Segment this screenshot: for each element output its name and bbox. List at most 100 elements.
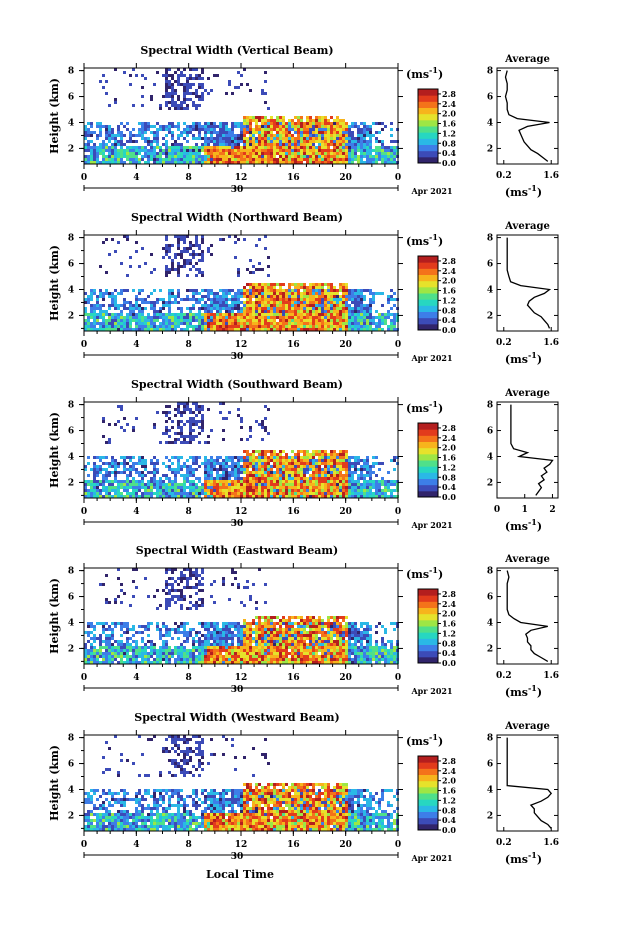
average-y-tick-label: 8: [487, 67, 493, 77]
colorbar-segment: [418, 268, 438, 275]
colorbar-segment: [418, 262, 438, 269]
heatmap-cells: [84, 568, 399, 664]
y-tick-label: 4: [68, 618, 74, 628]
x-tick-label: 4: [133, 340, 139, 350]
colorbar-tick-label: 2.0: [442, 443, 456, 453]
colorbar-tick-label: 0.4: [442, 148, 456, 158]
day-label: 30: [231, 519, 244, 529]
x-tick-label: 8: [186, 507, 192, 517]
y-tick-label: 6: [68, 760, 74, 770]
colorbar-tick-label: 1.2: [442, 462, 456, 472]
average-y-tick-label: 8: [487, 734, 493, 744]
colorbar-tick-label: 2.0: [442, 109, 456, 119]
colorbar-segment: [418, 823, 438, 831]
average-y-tick-label: 4: [487, 785, 493, 795]
colorbar-segment: [418, 619, 438, 627]
colorbar-segment: [418, 589, 438, 596]
colorbar-tick-label: 1.2: [442, 628, 456, 638]
colorbar-segment: [418, 780, 438, 788]
average-x-tick-label: 1.6: [543, 838, 559, 848]
x-tick-label: 4: [133, 507, 139, 517]
average-y-tick-label: 2: [487, 644, 493, 654]
average-x-tick-label: 1.6: [543, 338, 559, 348]
y-axis-label: Height (km): [48, 245, 61, 321]
average-unit: (ms-1): [505, 183, 542, 199]
colorbar-tick-label: 2.0: [442, 776, 456, 786]
y-tick-label: 6: [68, 93, 74, 103]
colorbar-unit: (ms-1): [406, 565, 443, 581]
average-frame: [496, 567, 559, 665]
x-tick-label: 4: [133, 840, 139, 850]
x-tick-label: 0: [395, 340, 401, 350]
colorbar-tick-label: 2.8: [442, 256, 456, 266]
average-profile-line: [510, 404, 554, 496]
x-tick-label: 20: [339, 673, 352, 683]
colorbar-tick-label: 2.0: [442, 609, 456, 619]
x-tick-label: 4: [133, 173, 139, 183]
x-tick-label: 0: [395, 173, 401, 183]
colorbar-tick-label: 2.8: [442, 589, 456, 599]
average-x-tick-label: 0.2: [496, 171, 512, 181]
y-axis-label: Height (km): [48, 578, 61, 654]
heatmap-cells: [84, 402, 399, 498]
y-tick-label: 8: [68, 401, 74, 411]
average-unit: (ms-1): [505, 350, 542, 366]
x-tick-label: 20: [339, 507, 352, 517]
average-x-tick-label: 0.2: [496, 838, 512, 848]
x-tick-label: 8: [186, 673, 192, 683]
heatmap-title: Spectral Width (Vertical Beam): [140, 44, 333, 57]
colorbar-tick-label: 0.0: [442, 325, 456, 335]
colorbar-tick-label: 2.8: [442, 423, 456, 433]
y-tick-label: 2: [68, 644, 74, 654]
average-title: Average: [504, 554, 550, 565]
heatmap-title: Spectral Width (Southward Beam): [131, 378, 343, 391]
colorbar-segment: [418, 126, 438, 133]
average-y-tick-label: 6: [487, 760, 493, 770]
average-x-tick-label: 0.2: [496, 338, 512, 348]
average-title: Average: [504, 721, 550, 732]
y-tick-label: 2: [68, 311, 74, 321]
x-tick-label: 0: [395, 840, 401, 850]
colorbar-tick-label: 0.4: [442, 648, 456, 658]
day-label: 30: [231, 185, 244, 195]
y-axis-label: Height (km): [48, 745, 61, 821]
colorbar-segment: [418, 484, 438, 492]
colorbar-tick-label: 1.6: [442, 453, 456, 463]
colorbar-segment: [418, 613, 438, 621]
average-y-tick-label: 4: [487, 452, 493, 462]
colorbar-segment: [418, 478, 438, 486]
average-frame: [496, 67, 559, 165]
colorbar-segment: [418, 638, 438, 645]
colorbar-frame: [417, 422, 439, 498]
x-tick-label: 0: [81, 173, 87, 183]
colorbar-frame: [417, 88, 439, 164]
average-unit: (ms-1): [505, 683, 542, 699]
x-tick-label: 12: [235, 507, 248, 517]
colorbar-tick-label: 0.0: [442, 492, 456, 502]
colorbar-segment: [418, 305, 438, 312]
colorbar-segment: [418, 317, 438, 325]
colorbar-unit: (ms-1): [406, 232, 443, 248]
colorbar-tick-label: 0.0: [442, 658, 456, 668]
colorbar-segment: [418, 447, 438, 455]
average-x-tick-label: 1: [522, 505, 528, 515]
x-tick-label: 12: [235, 673, 248, 683]
y-tick-label: 6: [68, 427, 74, 437]
average-y-tick-label: 6: [487, 593, 493, 603]
panel-4: Spectral Width (Westward Beam) 2 4 6 8 Height…: [48, 711, 559, 866]
colorbar-segment: [418, 595, 438, 602]
colorbar-tick-label: 1.6: [442, 286, 456, 296]
colorbar-unit: (ms-1): [406, 732, 443, 748]
x-tick-label: 4: [133, 673, 139, 683]
colorbar-segment: [418, 299, 438, 306]
x-tick-label: 16: [287, 340, 300, 350]
x-tick-label: 0: [395, 507, 401, 517]
colorbar-segment: [418, 423, 438, 430]
average-y-tick-label: 4: [487, 118, 493, 128]
day-label: 30: [231, 852, 244, 862]
heatmap-cells: [84, 235, 399, 331]
colorbar-tick-label: 2.8: [442, 89, 456, 99]
average-y-tick-label: 2: [487, 478, 493, 488]
y-tick-label: 4: [68, 118, 74, 128]
y-tick-label: 2: [68, 144, 74, 154]
